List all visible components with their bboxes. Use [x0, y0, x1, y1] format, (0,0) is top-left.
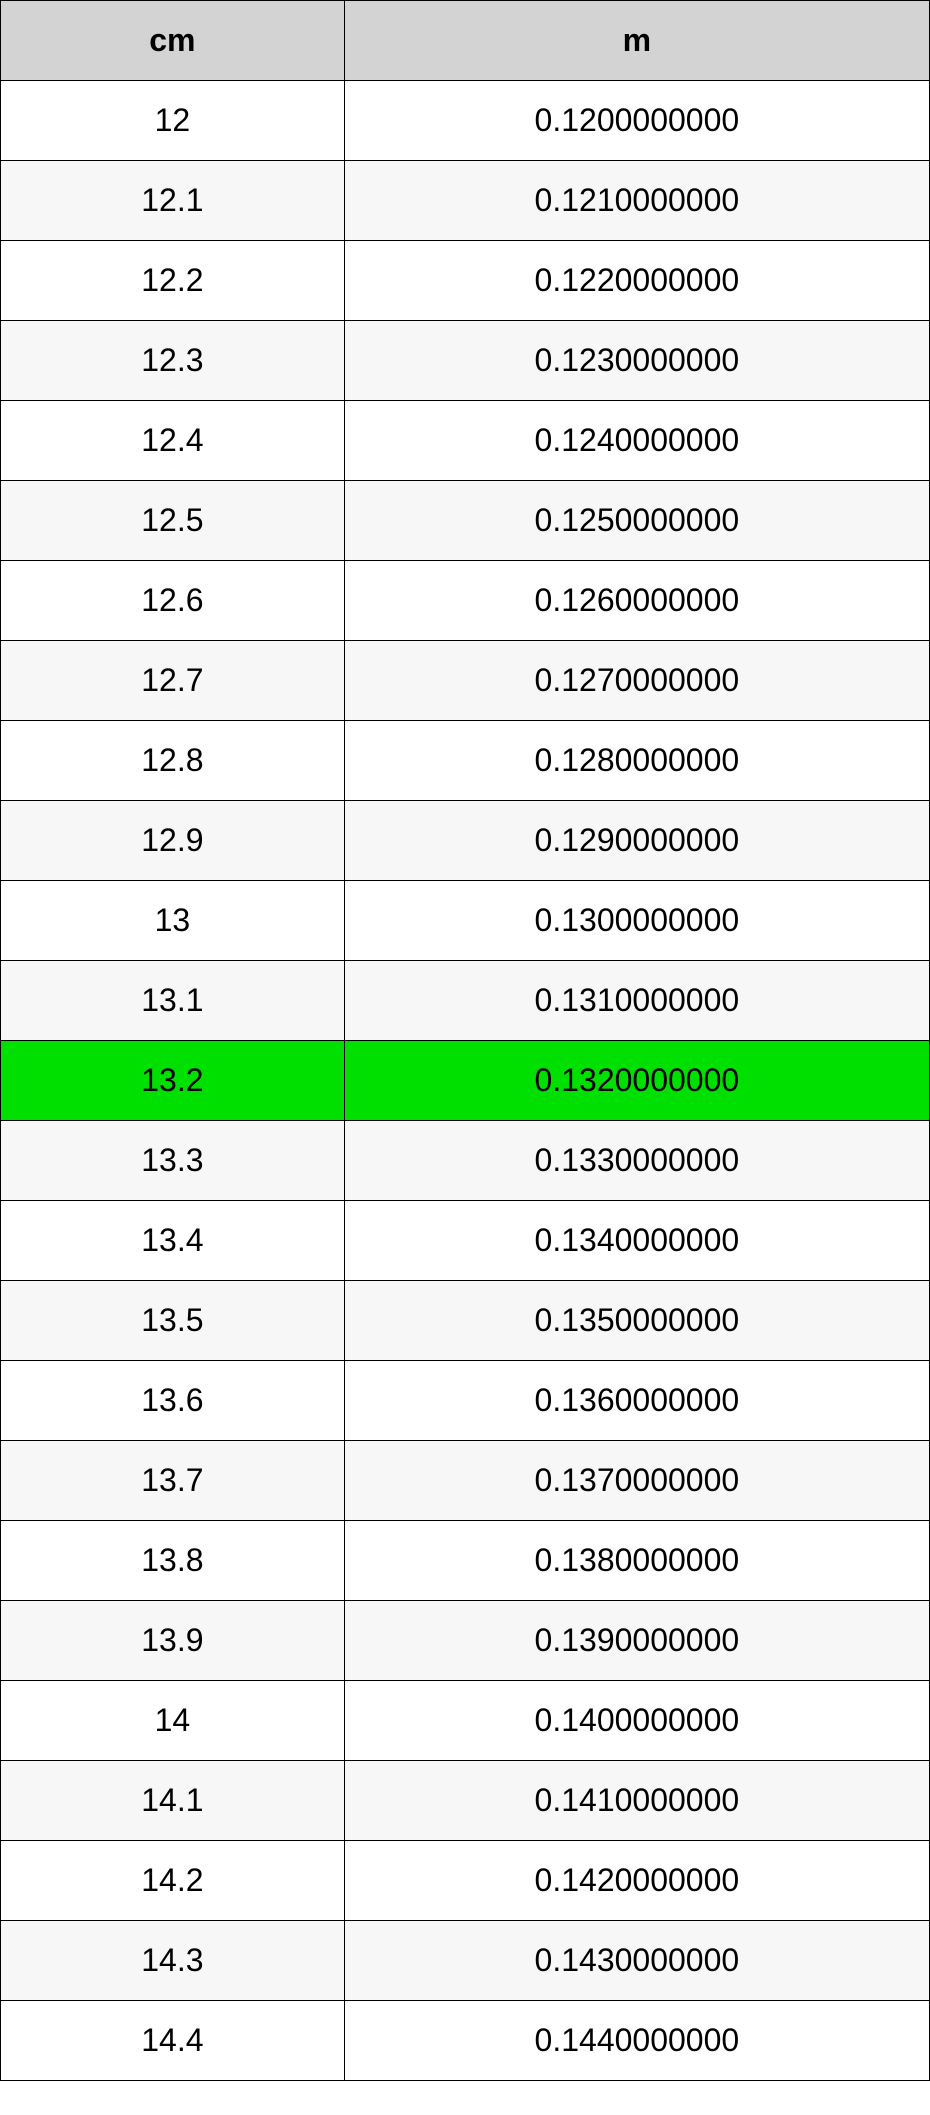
table-row: 14.10.1410000000 — [1, 1761, 930, 1841]
cell-cm: 13.5 — [1, 1281, 345, 1361]
table-row: 13.90.1390000000 — [1, 1601, 930, 1681]
cell-cm: 13.3 — [1, 1121, 345, 1201]
table-body: 120.120000000012.10.121000000012.20.1220… — [1, 81, 930, 2081]
cell-cm: 12.6 — [1, 561, 345, 641]
table-row: 14.40.1440000000 — [1, 2001, 930, 2081]
table-row: 12.10.1210000000 — [1, 161, 930, 241]
table-row: 14.20.1420000000 — [1, 1841, 930, 1921]
cell-m: 0.1390000000 — [344, 1601, 929, 1681]
cell-cm: 12.8 — [1, 721, 345, 801]
cell-cm: 14.4 — [1, 2001, 345, 2081]
cell-cm: 13.4 — [1, 1201, 345, 1281]
cell-m: 0.1200000000 — [344, 81, 929, 161]
cell-m: 0.1220000000 — [344, 241, 929, 321]
cell-m: 0.1270000000 — [344, 641, 929, 721]
cell-m: 0.1250000000 — [344, 481, 929, 561]
table-row: 140.1400000000 — [1, 1681, 930, 1761]
cell-cm: 14.3 — [1, 1921, 345, 2001]
table-row: 13.80.1380000000 — [1, 1521, 930, 1601]
table-row: 12.70.1270000000 — [1, 641, 930, 721]
table-row: 14.30.1430000000 — [1, 1921, 930, 2001]
table-row: 12.90.1290000000 — [1, 801, 930, 881]
cell-cm: 12.1 — [1, 161, 345, 241]
table-row: 12.30.1230000000 — [1, 321, 930, 401]
cell-cm: 12.9 — [1, 801, 345, 881]
cell-m: 0.1430000000 — [344, 1921, 929, 2001]
cell-cm: 13 — [1, 881, 345, 961]
table-row: 12.80.1280000000 — [1, 721, 930, 801]
cell-m: 0.1240000000 — [344, 401, 929, 481]
cell-m: 0.1350000000 — [344, 1281, 929, 1361]
table-row: 12.40.1240000000 — [1, 401, 930, 481]
cell-m: 0.1300000000 — [344, 881, 929, 961]
cell-cm: 13.2 — [1, 1041, 345, 1121]
table-row: 13.20.1320000000 — [1, 1041, 930, 1121]
cell-m: 0.1260000000 — [344, 561, 929, 641]
cell-cm: 12.4 — [1, 401, 345, 481]
cell-m: 0.1360000000 — [344, 1361, 929, 1441]
cell-m: 0.1290000000 — [344, 801, 929, 881]
cell-m: 0.1440000000 — [344, 2001, 929, 2081]
table-row: 13.30.1330000000 — [1, 1121, 930, 1201]
cell-cm: 14 — [1, 1681, 345, 1761]
table-row: 12.60.1260000000 — [1, 561, 930, 641]
table-row: 13.60.1360000000 — [1, 1361, 930, 1441]
cell-m: 0.1380000000 — [344, 1521, 929, 1601]
cell-cm: 13.9 — [1, 1601, 345, 1681]
cell-m: 0.1310000000 — [344, 961, 929, 1041]
cell-cm: 13.7 — [1, 1441, 345, 1521]
table-header-row: cm m — [1, 1, 930, 81]
cell-cm: 14.2 — [1, 1841, 345, 1921]
table-row: 130.1300000000 — [1, 881, 930, 961]
cell-cm: 12.5 — [1, 481, 345, 561]
table-row: 13.40.1340000000 — [1, 1201, 930, 1281]
cell-cm: 12 — [1, 81, 345, 161]
cell-m: 0.1330000000 — [344, 1121, 929, 1201]
table-row: 13.50.1350000000 — [1, 1281, 930, 1361]
cell-m: 0.1420000000 — [344, 1841, 929, 1921]
cell-cm: 12.2 — [1, 241, 345, 321]
cell-m: 0.1280000000 — [344, 721, 929, 801]
conversion-table: cm m 120.120000000012.10.121000000012.20… — [0, 0, 930, 2081]
table-row: 13.70.1370000000 — [1, 1441, 930, 1521]
cell-m: 0.1320000000 — [344, 1041, 929, 1121]
column-header-m: m — [344, 1, 929, 81]
cell-cm: 13.1 — [1, 961, 345, 1041]
cell-cm: 14.1 — [1, 1761, 345, 1841]
cell-m: 0.1340000000 — [344, 1201, 929, 1281]
cell-cm: 13.6 — [1, 1361, 345, 1441]
cell-m: 0.1230000000 — [344, 321, 929, 401]
cell-m: 0.1210000000 — [344, 161, 929, 241]
column-header-cm: cm — [1, 1, 345, 81]
table-row: 13.10.1310000000 — [1, 961, 930, 1041]
cell-m: 0.1370000000 — [344, 1441, 929, 1521]
cell-cm: 12.7 — [1, 641, 345, 721]
cell-cm: 13.8 — [1, 1521, 345, 1601]
table-row: 12.50.1250000000 — [1, 481, 930, 561]
cell-m: 0.1400000000 — [344, 1681, 929, 1761]
cell-m: 0.1410000000 — [344, 1761, 929, 1841]
table-row: 120.1200000000 — [1, 81, 930, 161]
table-row: 12.20.1220000000 — [1, 241, 930, 321]
cell-cm: 12.3 — [1, 321, 345, 401]
